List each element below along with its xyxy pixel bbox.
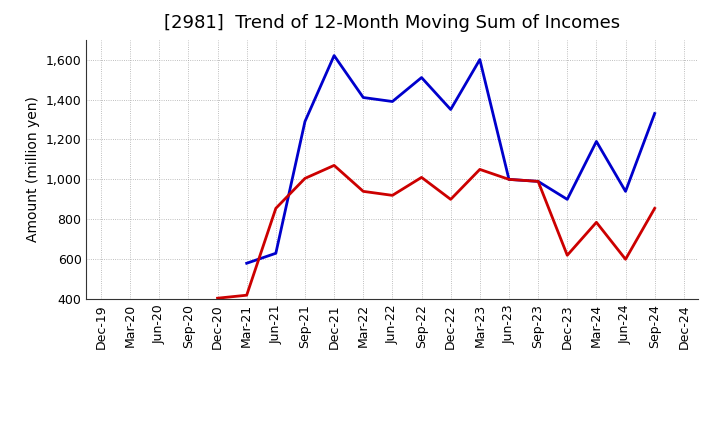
Ordinary Income [563,197,572,202]
Ordinary Income [592,139,600,144]
Line: Net Income: Net Income [217,165,654,298]
Net Income [388,193,397,198]
Ordinary Income [271,251,280,256]
Net Income [475,167,484,172]
Net Income [213,296,222,301]
Ordinary Income [417,75,426,80]
Net Income [243,293,251,298]
Net Income [271,205,280,211]
Net Income [446,197,455,202]
Ordinary Income [359,95,368,100]
Title: [2981]  Trend of 12-Month Moving Sum of Incomes: [2981] Trend of 12-Month Moving Sum of I… [164,15,621,33]
Ordinary Income [330,53,338,58]
Net Income [650,205,659,211]
Ordinary Income [621,189,630,194]
Net Income [534,179,542,184]
Net Income [621,257,630,262]
Ordinary Income [650,111,659,116]
Ordinary Income [534,179,542,184]
Y-axis label: Amount (million yen): Amount (million yen) [26,96,40,242]
Ordinary Income [388,99,397,104]
Ordinary Income [301,119,310,124]
Net Income [563,253,572,258]
Ordinary Income [243,260,251,266]
Net Income [505,177,513,182]
Net Income [330,163,338,168]
Ordinary Income [446,107,455,112]
Net Income [592,220,600,225]
Ordinary Income [505,177,513,182]
Ordinary Income [475,57,484,62]
Net Income [359,189,368,194]
Net Income [301,176,310,181]
Net Income [417,175,426,180]
Line: Ordinary Income: Ordinary Income [247,55,654,263]
